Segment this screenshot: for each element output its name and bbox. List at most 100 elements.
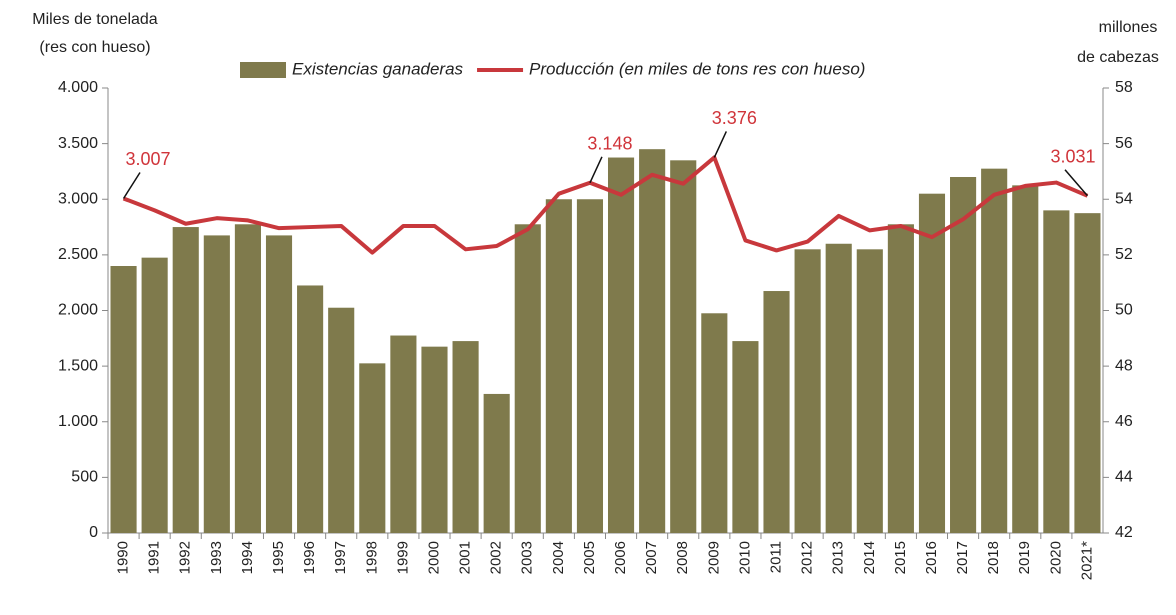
- y2-tick-label: 48: [1115, 357, 1133, 374]
- bar: [794, 249, 821, 533]
- bar: [452, 341, 479, 533]
- x-tick-label: 2020: [1047, 541, 1064, 574]
- y2-tick-label: 52: [1115, 246, 1133, 263]
- bar: [856, 249, 883, 533]
- y2-tick-label: 58: [1115, 79, 1133, 96]
- x-tick-label: 1997: [332, 541, 349, 574]
- bar: [732, 341, 759, 533]
- bar: [110, 266, 137, 533]
- bar: [297, 285, 324, 533]
- x-tick-label: 1993: [208, 541, 225, 574]
- x-tick-label: 1994: [239, 541, 256, 574]
- x-tick-label: 2005: [581, 541, 598, 574]
- x-tick-label: 2017: [954, 541, 971, 574]
- x-tick-label: 2007: [643, 541, 660, 574]
- x-tick-label: 2004: [550, 541, 567, 574]
- leader-line: [713, 131, 728, 158]
- bar: [141, 257, 168, 533]
- bar: [607, 157, 635, 533]
- y2-axis-title: de cabezas: [1077, 49, 1159, 66]
- legend-label: Producción (en miles de tons res con hue…: [529, 59, 865, 78]
- y-tick-label: 3.500: [58, 135, 98, 152]
- y2-tick-label: 46: [1115, 413, 1133, 430]
- x-tick-label: 2009: [705, 541, 722, 574]
- bar: [328, 307, 355, 533]
- x-tick-label: 2006: [612, 541, 629, 574]
- y-tick-label: 1.500: [58, 357, 98, 374]
- bar: [234, 224, 261, 533]
- x-tick-label: 2018: [985, 541, 1002, 574]
- x-tick-label: 2001: [457, 541, 474, 574]
- bar: [390, 335, 417, 533]
- bar: [1074, 213, 1101, 533]
- x-tick-label: 2016: [923, 541, 940, 574]
- bar: [1012, 185, 1039, 533]
- y-tick-label: 500: [71, 469, 98, 486]
- x-tick-label: 2019: [1016, 541, 1033, 574]
- y-axis-title: (res con hueso): [39, 39, 150, 56]
- y2-tick-label: 54: [1115, 190, 1133, 207]
- x-tick-label: 1998: [363, 541, 380, 574]
- bar: [701, 313, 728, 533]
- data-label: 3.148: [587, 134, 632, 154]
- y2-tick-label: 50: [1115, 302, 1133, 319]
- data-label: 3.376: [712, 108, 757, 128]
- x-tick-label: 1996: [301, 541, 318, 574]
- bar: [763, 291, 790, 533]
- bar: [887, 224, 914, 533]
- y2-tick-label: 56: [1115, 135, 1133, 152]
- bar: [981, 168, 1008, 533]
- bar: [514, 224, 541, 533]
- data-label: 3.031: [1050, 147, 1095, 167]
- x-tick-label: 1992: [177, 541, 194, 574]
- y2-tick-label: 42: [1115, 524, 1133, 541]
- x-tick-label: 2002: [488, 541, 505, 574]
- leader-line: [589, 156, 603, 184]
- bar: [421, 346, 448, 533]
- y-tick-label: 3.000: [58, 190, 98, 207]
- bar: [918, 193, 946, 533]
- legend-label: Existencias ganaderas: [292, 59, 464, 78]
- bar: [203, 235, 230, 533]
- y-axis-title: Miles de tonelada: [32, 11, 158, 28]
- y2-tick-label: 44: [1115, 469, 1133, 486]
- y-tick-label: 0: [89, 524, 98, 541]
- x-tick-label: 2008: [674, 541, 691, 574]
- leader-line: [122, 172, 141, 199]
- y-tick-label: 4.000: [58, 79, 98, 96]
- bar: [265, 235, 293, 533]
- x-tick-label: 1991: [146, 541, 163, 574]
- x-tick-label: 2000: [425, 541, 442, 574]
- y-tick-label: 2.000: [58, 302, 98, 319]
- bar: [639, 149, 666, 533]
- bar: [825, 243, 852, 533]
- x-tick-label: 2003: [519, 541, 536, 574]
- legend-swatch: [240, 62, 286, 78]
- y-tick-label: 1.000: [58, 413, 98, 430]
- x-tick-label: 2012: [799, 541, 816, 574]
- x-tick-label: 2011: [767, 541, 784, 573]
- x-tick-label: 1995: [270, 541, 287, 574]
- y2-axis-title: millones: [1099, 19, 1158, 36]
- bar: [359, 363, 386, 533]
- data-label: 3.007: [125, 149, 170, 169]
- bar: [670, 160, 697, 533]
- bar: [172, 227, 199, 533]
- bar: [950, 177, 977, 533]
- bar: [1043, 210, 1070, 533]
- x-tick-label: 2014: [861, 541, 878, 574]
- bar: [483, 393, 510, 533]
- x-tick-label: 2021*: [1078, 541, 1095, 580]
- line: [122, 155, 1089, 255]
- bar: [576, 199, 604, 533]
- x-tick-label: 1999: [394, 541, 411, 574]
- bar: [545, 199, 572, 533]
- x-tick-label: 2015: [892, 541, 909, 574]
- x-tick-label: 1990: [115, 541, 132, 574]
- x-tick-label: 2013: [830, 541, 847, 574]
- leader-line: [1064, 169, 1089, 197]
- y-tick-label: 2.500: [58, 246, 98, 263]
- x-tick-label: 2010: [736, 541, 753, 574]
